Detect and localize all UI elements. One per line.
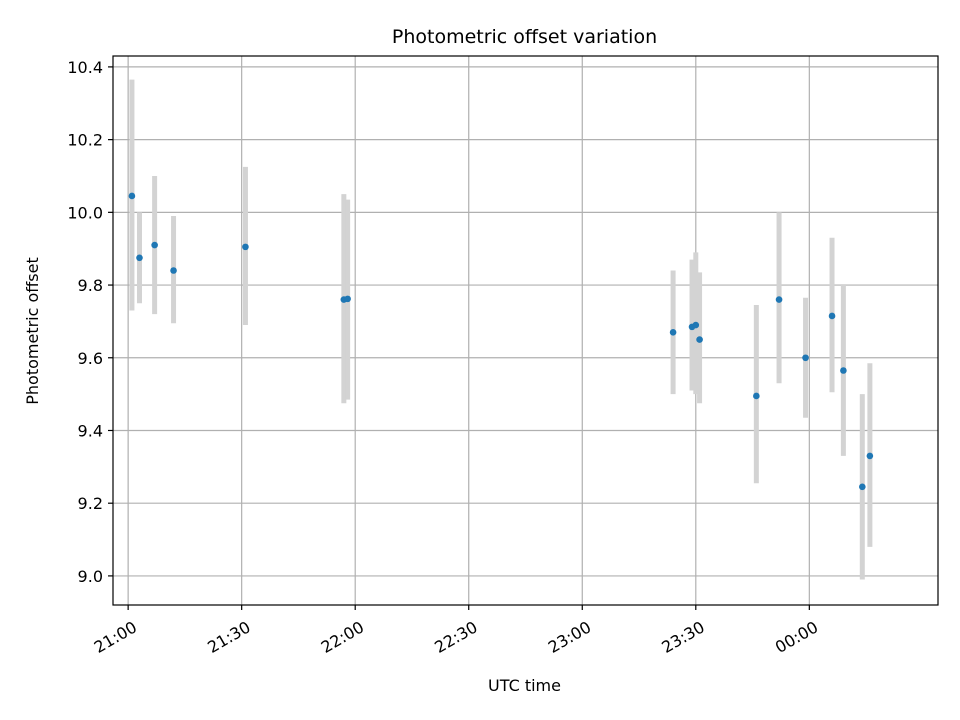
data-point	[242, 243, 249, 251]
data-point	[840, 367, 847, 374]
data-point	[151, 241, 158, 249]
data-point	[859, 483, 866, 491]
data-point	[802, 354, 809, 362]
x-axis: 21:00 21:30 22:00 22:30 23:00 23:30 00:00	[91, 605, 821, 657]
chart-title: Photometric offset variation	[392, 26, 657, 48]
data-point	[692, 321, 700, 329]
data-point	[136, 254, 143, 262]
y-tick-label: 9.0	[78, 567, 103, 586]
y-tick-label: 9.4	[78, 421, 103, 440]
y-tick-label: 9.8	[78, 276, 103, 295]
data-point	[866, 452, 874, 460]
data-point	[828, 312, 836, 320]
x-tick-label: 00:00	[772, 617, 821, 657]
y-axis-title: Photometric offset	[23, 257, 42, 405]
plot-frame	[112, 55, 939, 606]
x-tick-label: 23:30	[658, 617, 707, 657]
data-point	[669, 329, 677, 336]
errorbar-group	[129, 79, 873, 580]
x-axis-title: UTC time	[488, 676, 561, 695]
data-point	[696, 336, 703, 343]
point-group	[128, 192, 874, 491]
y-tick-label: 9.2	[78, 494, 103, 513]
gridlines	[113, 56, 938, 605]
y-tick-label: 10.4	[67, 58, 103, 77]
x-tick-label: 22:30	[431, 617, 480, 657]
y-tick-label: 10.2	[67, 131, 103, 150]
x-tick-label: 22:00	[318, 617, 367, 657]
data-point	[170, 267, 177, 274]
x-tick-label: 23:00	[545, 617, 594, 657]
data-point	[344, 295, 351, 303]
y-tick-label: 10.0	[67, 203, 103, 222]
y-tick-label: 9.6	[78, 349, 103, 368]
data-point	[753, 392, 760, 400]
y-axis: 9.0 9.2 9.4 9.6 9.8 10.0 10.2 10.4	[67, 58, 113, 586]
x-tick-label: 21:00	[91, 617, 140, 657]
data-point	[775, 296, 783, 303]
data-point	[128, 192, 136, 200]
x-tick-label: 21:30	[204, 617, 253, 657]
